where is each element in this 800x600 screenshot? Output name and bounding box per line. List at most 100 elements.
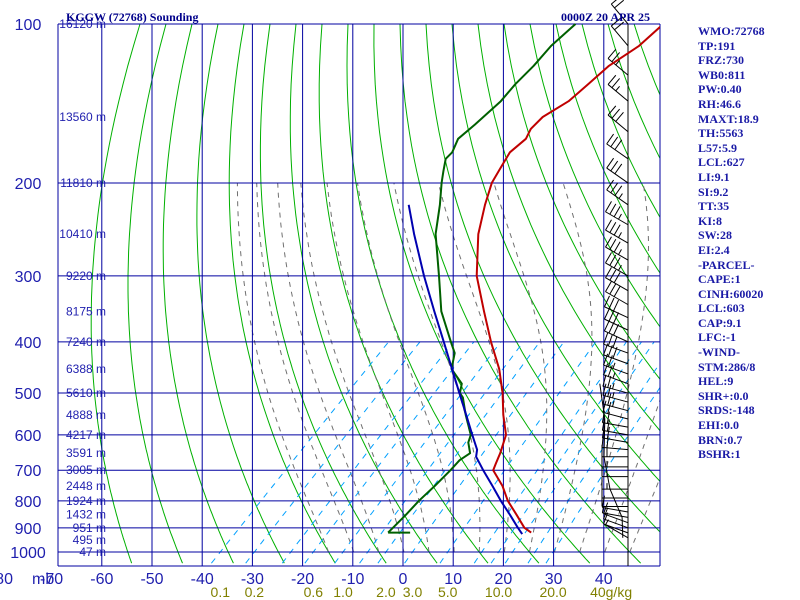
wind-barb-staff (605, 277, 629, 292)
dry-adiabat (425, 23, 660, 533)
wind-barb-flag (618, 213, 622, 220)
wind-barb-flag (618, 193, 623, 199)
temperature-label: -10 (341, 571, 364, 588)
temperature-label: -40 (191, 571, 214, 588)
wind-barb (605, 267, 629, 292)
wind-barb-flag (608, 297, 615, 310)
moist-adiabat (493, 182, 548, 553)
wind-barb-flag (618, 264, 622, 271)
dry-adiabat (228, 23, 336, 564)
wind-barb-flag (605, 201, 612, 213)
wind-barb-flag (609, 221, 617, 233)
wind-barb-flag (607, 334, 613, 347)
wind-barb (605, 236, 629, 261)
temperature-label: 30 (545, 571, 563, 588)
index-item: LCL:627 (698, 155, 745, 170)
wind-barb-flag (603, 363, 609, 375)
wind-barb-staff (602, 394, 629, 403)
wind-barb (606, 157, 629, 184)
temperature-label: -50 (140, 571, 163, 588)
height-label: 4217 m (66, 428, 106, 442)
index-item: STM:286/8 (698, 359, 756, 374)
sounding-time: 0000Z 20 APR 25 (561, 10, 650, 24)
height-label: 7240 m (66, 335, 106, 349)
wind-barb (606, 133, 629, 160)
temperature-label: -30 (241, 571, 264, 588)
wind-barb-flag (611, 78, 621, 88)
height-label: 11810 m (60, 176, 106, 190)
pressure-label: 400 (15, 335, 42, 352)
height-label: 13560 m (59, 110, 106, 124)
height-label: 6388 m (66, 362, 106, 376)
wind-barb-flag (615, 85, 620, 92)
mixing-ratio-line (359, 341, 524, 564)
wind-barb-staff (606, 143, 629, 160)
index-item: CAPE:1 (698, 272, 741, 287)
dry-adiabat (555, 23, 660, 274)
index-item: LFC:-1 (698, 330, 736, 345)
index-item: CAP:9.1 (698, 315, 742, 330)
wind-barb-flag (606, 133, 614, 145)
dry-adiabat (790, 24, 800, 563)
wind-barb-staff (602, 422, 629, 428)
wind-barb-staff (602, 385, 629, 394)
dry-adiabat (162, 23, 234, 564)
index-item: HEL:9 (698, 374, 734, 389)
dry-adiabat-lines (90, 23, 800, 564)
index-item: PW:0.40 (698, 82, 742, 97)
wind-barb-staff (605, 211, 629, 226)
mixing-ratio-line (377, 341, 541, 564)
wind-barb-staff (605, 291, 629, 306)
wind-barb (603, 319, 629, 343)
wind-barb-staff (607, 114, 629, 133)
wind-barb-flag (613, 312, 620, 324)
mixing-ratio-label: 40g/kg (590, 584, 632, 600)
temperature-label: 40 (595, 571, 613, 588)
pressure-label: 300 (15, 269, 42, 286)
pressure-label: 600 (15, 428, 42, 445)
index-item: KI:8 (698, 213, 722, 228)
wind-barb-flag (613, 224, 621, 236)
mixing-ratio-label: 10.0 (485, 584, 512, 600)
mixing-ratio-line (504, 341, 655, 564)
height-label: 495 m (73, 533, 106, 547)
index-item: SI:9.2 (698, 184, 729, 199)
index-item: -PARCEL- (698, 257, 755, 272)
height-label: 3591 m (66, 446, 106, 460)
height-label: 9220 m (66, 269, 106, 283)
wind-barb-flag (612, 391, 615, 399)
temperature-label: -20 (291, 571, 314, 588)
temperature-label: 20 (495, 571, 513, 588)
wind-barb-staff (604, 330, 629, 343)
moist-adiabat (437, 182, 511, 553)
wind-barb (603, 332, 629, 354)
wind-barb-flag (608, 321, 615, 334)
isotherm-lines (57, 24, 661, 566)
moist-adiabat (256, 182, 355, 553)
sounding-traces (387, 23, 660, 535)
mixing-ratio-line (245, 341, 421, 564)
mixing-ratio-label: 0.2 (245, 584, 265, 600)
wind-barb-flag (605, 219, 612, 231)
wind-barb-flag (612, 400, 615, 407)
mixing-ratio-line (439, 341, 597, 564)
wind-barb-staff (606, 189, 629, 206)
height-label: 951 m (73, 521, 106, 535)
dry-adiabat (529, 23, 660, 328)
dry-adiabat (451, 23, 660, 483)
wind-barb-staff (603, 523, 629, 534)
wind-barb-flag (609, 203, 617, 215)
dry-adiabat (318, 23, 489, 564)
dry-adiabat (373, 23, 591, 564)
wind-barb-flag (615, 59, 620, 66)
mixing-ratio-label: 5.0 (438, 584, 458, 600)
moist-adiabat (357, 182, 455, 552)
index-item: LI:9.1 (698, 169, 730, 184)
wind-barb-staff (604, 306, 629, 319)
wind-barb-flag (607, 365, 613, 377)
index-item: WB0:811 (698, 67, 746, 82)
wind-barb (603, 363, 629, 385)
height-label: 2448 m (66, 479, 106, 493)
height-label: 10410 m (59, 227, 106, 241)
